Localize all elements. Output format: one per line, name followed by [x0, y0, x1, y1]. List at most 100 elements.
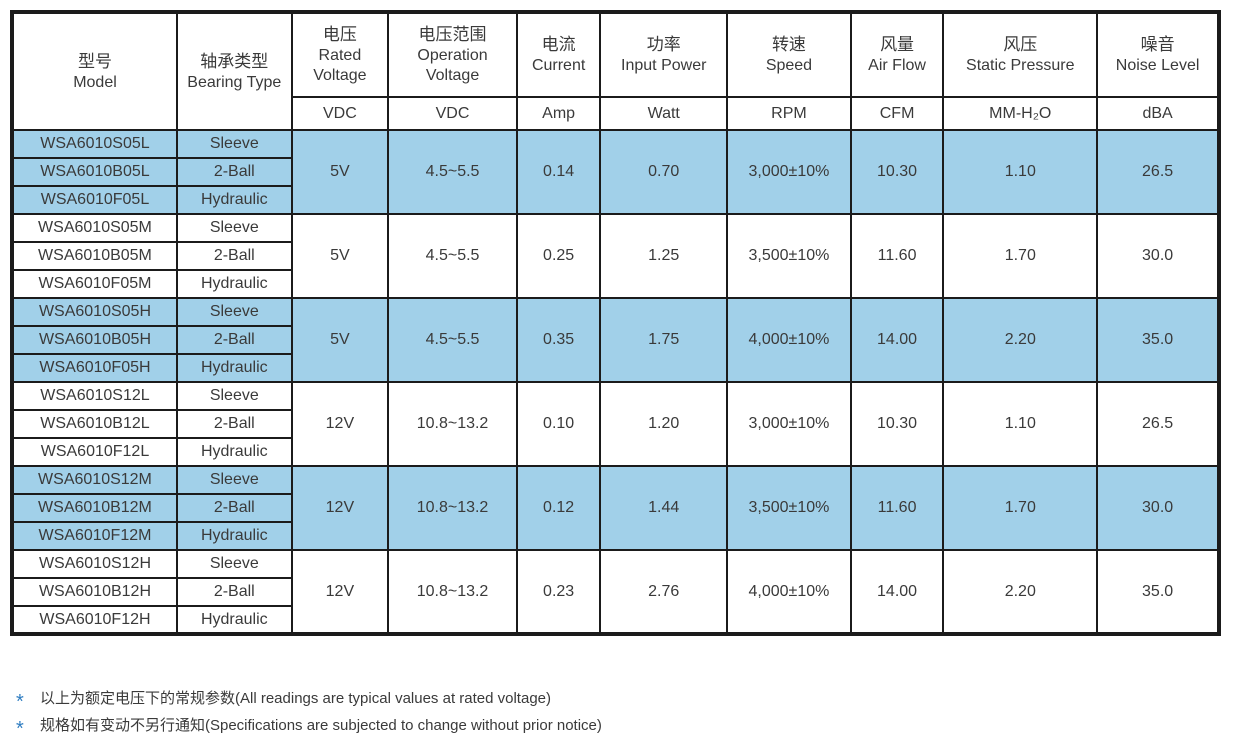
bearing-cell: Sleeve: [175, 381, 293, 411]
table-row: WSA6010F12L Hydraulic: [11, 437, 1219, 467]
unit-rated-voltage: VDC: [290, 96, 390, 131]
rated-voltage-cell: 5V: [290, 213, 390, 299]
model-cell: WSA6010F12M: [11, 521, 178, 551]
table-row: WSA6010F05M Hydraulic: [11, 269, 1219, 299]
asterisk-icon: *: [16, 718, 24, 740]
col-header-speed: 转速 Speed: [726, 11, 852, 98]
air-flow-cell: 11.60: [849, 465, 945, 551]
col-header-current-zh: 电流: [541, 35, 576, 54]
col-header-bearing-type-en: Bearing Type: [187, 73, 282, 91]
bearing-cell: Sleeve: [175, 465, 293, 495]
unit-current: Amp: [515, 96, 602, 131]
table-row: WSA6010S12L Sleeve 12V 10.8~13.2 0.10 1.…: [11, 381, 1220, 467]
footnote-text: 以上为额定电压下的常规参数(All readings are typical v…: [40, 690, 551, 707]
model-cell: WSA6010F12H: [11, 605, 178, 635]
operation-voltage-cell: 4.5~5.5: [387, 213, 518, 299]
noise-level-cell: 35.0: [1096, 297, 1220, 383]
input-power-cell: 1.44: [599, 465, 729, 551]
bearing-cell: 2-Ball: [175, 493, 293, 523]
footnote-rated-voltage: * 以上为额定电压下的常规参数(All readings are typical…: [14, 688, 1114, 713]
rated-voltage-cell: 12V: [290, 465, 390, 551]
col-header-input-power-zh: 功率: [646, 35, 681, 54]
table-row: WSA6010F05H Hydraulic: [11, 353, 1219, 383]
col-header-operation-voltage-en: Operation Voltage: [417, 47, 488, 84]
speed-cell: 3,500±10%: [726, 213, 852, 299]
col-header-current: 电流 Current: [515, 11, 602, 98]
col-header-rated-voltage: 电压 Rated Voltage: [290, 11, 390, 98]
table-row: WSA6010B05H 2-Ball: [11, 325, 1219, 355]
input-power-cell: 1.25: [599, 213, 729, 299]
table-row: WSA6010S12M Sleeve 12V 10.8~13.2 0.12 1.…: [11, 465, 1220, 551]
model-cell: WSA6010S05M: [11, 213, 178, 243]
current-cell: 0.14: [515, 129, 602, 215]
bearing-cell: Sleeve: [175, 297, 293, 327]
model-cell: WSA6010F05H: [11, 353, 178, 383]
current-cell: 0.23: [515, 549, 602, 635]
bearing-cell: Sleeve: [175, 129, 293, 159]
input-power-cell: 2.76: [599, 549, 729, 635]
model-cell: WSA6010B05L: [11, 157, 178, 187]
noise-level-cell: 30.0: [1096, 213, 1220, 299]
model-cell: WSA6010B12L: [11, 409, 178, 439]
table-row: WSA6010B05L 2-Ball: [11, 157, 1219, 187]
col-header-input-power: 功率 Input Power: [599, 11, 729, 98]
speed-cell: 4,000±10%: [726, 549, 852, 635]
unit-static-pressure: MM-H₂O: [942, 96, 1099, 131]
current-cell: 0.12: [515, 465, 602, 551]
static-pressure-cell: 1.70: [942, 465, 1099, 551]
current-cell: 0.25: [515, 213, 602, 299]
col-header-operation-voltage: 电压范围 Operation Voltage: [387, 11, 518, 98]
current-cell: 0.35: [515, 297, 602, 383]
footnote-text: 规格如有变动不另行通知(Specifications are subjected…: [40, 717, 602, 734]
table-row: WSA6010S05H Sleeve 5V 4.5~5.5 0.35 1.75 …: [11, 297, 1220, 383]
unit-operation-voltage: VDC: [387, 96, 518, 131]
col-header-rated-voltage-en: Rated Voltage: [313, 47, 367, 84]
bearing-cell: 2-Ball: [175, 325, 293, 355]
bearing-cell: Hydraulic: [175, 521, 293, 551]
unit-speed: RPM: [726, 96, 852, 131]
model-cell: WSA6010F05M: [11, 269, 178, 299]
table-row: WSA6010S05M Sleeve 5V 4.5~5.5 0.25 1.25 …: [11, 213, 1220, 299]
asterisk-icon: *: [16, 691, 24, 713]
model-cell: WSA6010S05L: [11, 129, 178, 159]
col-header-rated-voltage-zh: 电压: [322, 25, 357, 44]
table-row: WSA6010B05M 2-Ball: [11, 241, 1219, 271]
col-header-speed-zh: 转速: [771, 35, 806, 54]
col-header-air-flow: 风量 Air Flow: [849, 11, 945, 98]
col-header-noise-level-zh: 噪音: [1140, 35, 1175, 54]
col-header-air-flow-zh: 风量: [880, 35, 915, 54]
noise-level-cell: 35.0: [1096, 549, 1220, 635]
col-header-model-zh: 型号: [77, 51, 112, 71]
static-pressure-cell: 2.20: [942, 549, 1099, 635]
operation-voltage-cell: 10.8~13.2: [387, 381, 518, 467]
air-flow-cell: 11.60: [849, 213, 945, 299]
table-row: WSA6010F12M Hydraulic: [11, 521, 1219, 551]
model-cell: WSA6010S12H: [11, 549, 178, 579]
air-flow-cell: 10.30: [849, 381, 945, 467]
bearing-cell: 2-Ball: [175, 409, 293, 439]
operation-voltage-cell: 10.8~13.2: [387, 549, 518, 635]
static-pressure-cell: 1.70: [942, 213, 1099, 299]
input-power-cell: 1.75: [599, 297, 729, 383]
model-cell: WSA6010S05H: [11, 297, 178, 327]
table-row: WSA6010S05L Sleeve 5V 4.5~5.5 0.14 0.70 …: [11, 129, 1220, 215]
col-header-speed-en: Speed: [765, 57, 813, 74]
air-flow-cell: 10.30: [849, 129, 945, 215]
noise-level-cell: 26.5: [1096, 381, 1220, 467]
unit-air-flow: CFM: [849, 96, 945, 131]
bearing-cell: Sleeve: [175, 213, 293, 243]
static-pressure-cell: 2.20: [942, 297, 1099, 383]
operation-voltage-cell: 10.8~13.2: [387, 465, 518, 551]
model-cell: WSA6010S12L: [11, 381, 178, 411]
air-flow-cell: 14.00: [849, 297, 945, 383]
col-header-static-pressure-zh: 风压: [1003, 35, 1038, 54]
col-header-model: 型号 Model: [11, 11, 178, 131]
col-header-noise-level: 噪音 Noise Level: [1096, 11, 1220, 98]
col-header-air-flow-en: Air Flow: [868, 57, 926, 74]
rated-voltage-cell: 12V: [290, 549, 390, 635]
table-row: WSA6010B12L 2-Ball: [11, 409, 1219, 439]
header-row: 型号 Model 轴承类型 Bearing Type 电压 Rated Volt…: [11, 11, 1220, 131]
model-cell: WSA6010F12L: [11, 437, 178, 467]
static-pressure-cell: 1.10: [942, 381, 1099, 467]
